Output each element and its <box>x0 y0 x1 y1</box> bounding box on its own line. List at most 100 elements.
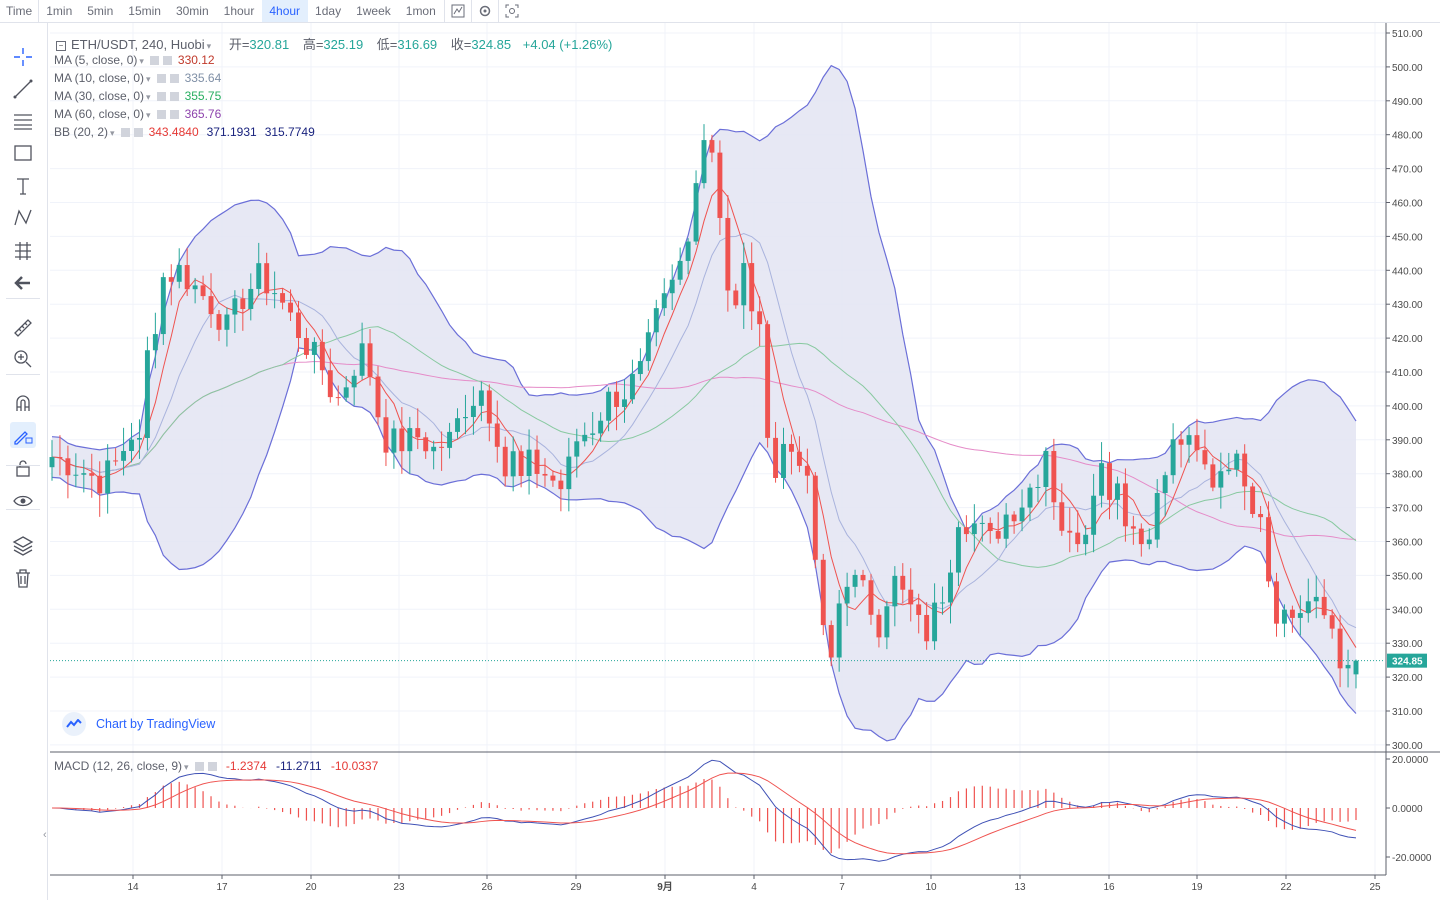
chevron-down-icon[interactable]: ▾ <box>146 92 151 102</box>
close-icon[interactable] <box>162 56 172 65</box>
time-axis-label: 29 <box>570 882 582 893</box>
price-axis-label: 320.00 <box>1392 673 1423 684</box>
candle-body <box>176 265 182 282</box>
scroll-left-icon[interactable]: ‹ <box>43 829 47 841</box>
candle-body <box>129 439 134 451</box>
candle-body <box>232 298 238 315</box>
close-icon[interactable] <box>207 762 217 771</box>
candle-body <box>717 152 723 218</box>
indicator-value: 365.76 <box>184 107 222 121</box>
settings-icon[interactable] <box>149 56 159 65</box>
settings-icon[interactable] <box>194 762 204 771</box>
time-axis-label: 4 <box>751 882 757 893</box>
eye-icon[interactable] <box>10 488 36 514</box>
crosshair-icon[interactable] <box>10 44 36 70</box>
interval-1hour[interactable]: 1hour <box>223 4 255 18</box>
screenshot-icon[interactable] <box>497 0 525 22</box>
candle-body <box>693 183 699 242</box>
candle-body <box>335 397 341 399</box>
price-axis-label: 460.00 <box>1392 199 1423 210</box>
interval-5min[interactable]: 5min <box>87 4 114 18</box>
chevron-down-icon[interactable]: ▾ <box>139 56 144 66</box>
ma10-line <box>51 232 1357 629</box>
candle-body <box>296 312 301 339</box>
pattern-icon[interactable] <box>10 205 36 231</box>
candle-body <box>184 265 190 290</box>
back-arrow-icon[interactable] <box>10 270 36 296</box>
candle-body <box>844 586 850 604</box>
candle-body <box>264 263 270 294</box>
trend-line-icon[interactable] <box>10 76 36 102</box>
low-value: 316.69 <box>397 37 438 52</box>
magnet-icon[interactable] <box>10 390 36 416</box>
toolbar-separator <box>6 509 40 510</box>
prediction-icon[interactable] <box>10 238 36 264</box>
indicator-name: MA (60, close, 0) <box>54 107 145 121</box>
chevron-down-icon[interactable]: ▾ <box>146 110 151 120</box>
candle-body <box>1337 628 1343 669</box>
close-icon[interactable] <box>169 110 179 119</box>
interval-15min[interactable]: 15min <box>128 4 161 18</box>
candle-body <box>932 602 938 642</box>
rectangle-icon[interactable] <box>10 140 36 166</box>
candle-body <box>1170 439 1176 476</box>
chevron-down-icon[interactable]: ▾ <box>184 762 189 772</box>
candle-body <box>733 290 739 306</box>
settings-icon[interactable] <box>120 128 130 137</box>
price-axis-label: 440.00 <box>1392 266 1423 277</box>
chevron-down-icon[interactable]: ▾ <box>146 74 151 84</box>
settings-icon[interactable] <box>156 92 166 101</box>
candle-body <box>908 589 914 605</box>
candle-body <box>1114 483 1120 500</box>
interval-30min[interactable]: 30min <box>175 4 209 18</box>
candle-body <box>399 428 405 452</box>
lock-icon[interactable] <box>10 455 36 481</box>
candle-body <box>709 140 715 153</box>
settings-icon[interactable] <box>156 110 166 119</box>
tradingview-branding[interactable]: Chart by TradingView <box>62 712 215 736</box>
interval-1week[interactable]: 1week <box>356 4 391 18</box>
settings-icon[interactable] <box>470 0 498 22</box>
interval-1mon[interactable]: 1mon <box>405 4 436 18</box>
candle-body <box>741 263 747 306</box>
stay-in-drawing-icon[interactable] <box>10 422 36 448</box>
close-icon[interactable] <box>133 128 143 137</box>
interval-1day[interactable]: 1day <box>315 4 342 18</box>
candle-body <box>1313 596 1319 602</box>
candle-body <box>637 361 643 375</box>
candle-body <box>160 277 166 335</box>
candle-body <box>502 446 508 477</box>
interval-4hour[interactable]: 4hour <box>262 0 309 22</box>
candle-body <box>1162 475 1168 494</box>
candle-body <box>1154 493 1160 540</box>
chevron-down-icon[interactable]: ▾ <box>110 128 115 138</box>
candle-body <box>955 527 961 573</box>
indicators-icon[interactable] <box>443 0 471 22</box>
layers-icon[interactable] <box>10 532 36 558</box>
price-axis-label: 310.00 <box>1392 707 1423 718</box>
zoom-in-icon[interactable] <box>10 346 36 372</box>
trash-icon[interactable] <box>10 565 36 591</box>
interval-time[interactable]: Time <box>0 0 40 22</box>
candle-body <box>606 391 612 421</box>
candle-body <box>152 334 158 351</box>
tradingview-logo-icon <box>62 712 86 736</box>
candle-body <box>144 350 150 438</box>
close-icon[interactable] <box>169 92 179 101</box>
candle-body <box>1258 513 1264 518</box>
time-axis-label: 14 <box>127 882 139 893</box>
fib-lines-icon[interactable] <box>10 108 36 134</box>
settings-icon[interactable] <box>156 74 166 83</box>
candle-body <box>136 437 142 440</box>
price-axis-label: 430.00 <box>1392 300 1423 311</box>
collapse-legend-icon[interactable]: − <box>56 41 66 51</box>
text-icon[interactable] <box>10 173 36 199</box>
ruler-icon[interactable] <box>10 315 36 341</box>
candle-body <box>653 308 659 333</box>
chevron-down-icon[interactable]: ▾ <box>206 41 212 51</box>
price-axis-label: 420.00 <box>1392 334 1423 345</box>
close-icon[interactable] <box>169 74 179 83</box>
interval-1min[interactable]: 1min <box>46 4 73 18</box>
candle-body <box>963 527 969 535</box>
